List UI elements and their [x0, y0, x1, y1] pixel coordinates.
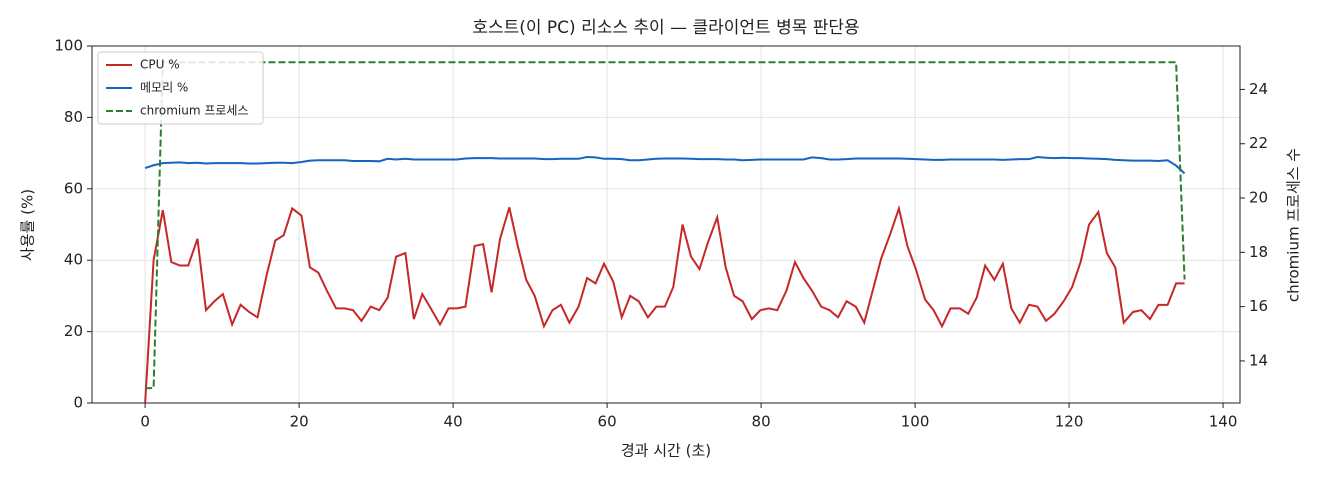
legend: CPU % 메모리 % chromium 프로세스 [97, 51, 264, 125]
y-axis-label: 사용률 (%) [19, 189, 37, 261]
y2-tick-label: 24 [1249, 80, 1268, 98]
y2-tick-label: 20 [1249, 189, 1268, 207]
y-tick-label: 60 [64, 179, 83, 197]
y-tick-label: 40 [64, 251, 83, 269]
series-line [144, 204, 1185, 404]
plot-frame [91, 45, 1241, 404]
legend-label: CPU % [140, 58, 180, 72]
y2-tick-label: 16 [1249, 297, 1268, 315]
y2-tick-label: 14 [1249, 351, 1268, 369]
legend-label: 메모리 % [140, 81, 188, 95]
series-line [145, 61, 1186, 390]
legend-label: chromium 프로세스 [140, 104, 249, 118]
y2-tick-label: 18 [1249, 243, 1268, 261]
x-tick-label: 80 [752, 413, 771, 431]
x-tick-label: 60 [598, 413, 617, 431]
y-tick-label: 80 [64, 108, 83, 126]
x-tick-label: 140 [1209, 413, 1238, 431]
chart-title: 호스트(이 PC) 리소스 추이 — 클라이언트 병목 판단용 [472, 18, 859, 38]
y2-axis-label: chromium 프로세스 수 [1285, 148, 1303, 302]
x-tick-label: 100 [901, 413, 930, 431]
y2-tick-label: 22 [1249, 134, 1268, 152]
series-line [144, 156, 1186, 175]
x-tick-label: 120 [1055, 413, 1084, 431]
x-tick-label: 0 [140, 413, 150, 431]
x-tick-label: 40 [444, 413, 463, 431]
y-tick-label: 0 [73, 394, 83, 412]
legend-box [97, 51, 264, 125]
y-tick-label: 20 [64, 322, 83, 340]
x-tick-label: 20 [290, 413, 309, 431]
y-tick-label: 100 [54, 37, 83, 55]
x-axis-label: 경과 시간 (초) [621, 442, 711, 460]
